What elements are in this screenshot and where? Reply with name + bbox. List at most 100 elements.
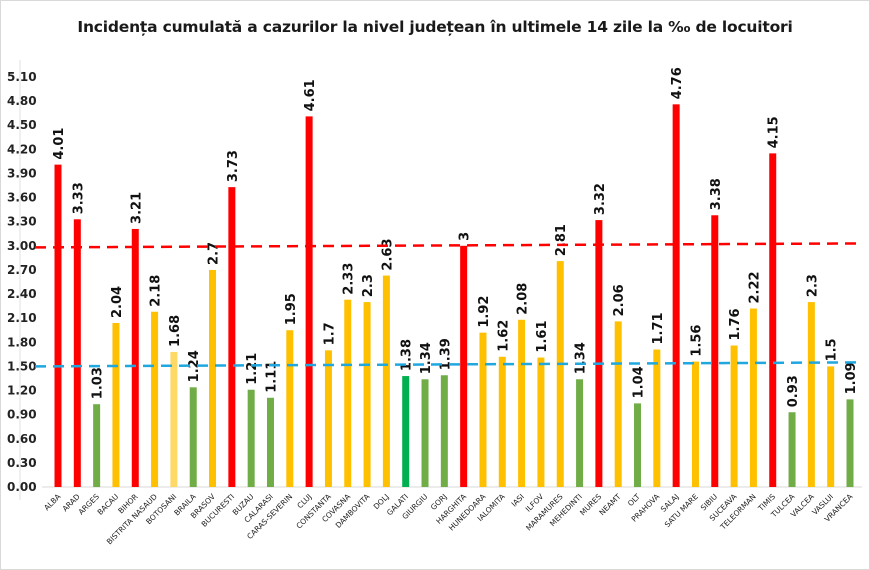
data-label: 1.92: [477, 296, 492, 328]
data-label: 4.61: [303, 79, 318, 111]
data-label: 2.33: [342, 263, 357, 295]
data-label: 1.34: [419, 342, 434, 374]
bar-prahova: [653, 349, 661, 487]
data-label: 2.18: [149, 275, 164, 307]
bar-vrancea: [846, 399, 854, 487]
bar-salaj: [672, 104, 680, 487]
bar-valcea: [807, 302, 815, 487]
data-label: 1.38: [400, 339, 415, 371]
data-label: 2.04: [110, 286, 125, 318]
data-label: 1.24: [187, 350, 202, 382]
data-label: 4.01: [52, 128, 67, 160]
bar-satu-mare: [691, 361, 699, 487]
y-tick-label: 0.90: [7, 408, 37, 422]
data-label: 2.63: [380, 238, 395, 270]
y-tick-label: 2.10: [7, 311, 37, 325]
bar-caras-severin: [286, 330, 294, 487]
bar-giurgiu: [421, 379, 429, 487]
data-label: 2.3: [361, 274, 376, 297]
bar-vaslui: [827, 366, 835, 487]
bar-iasi: [518, 319, 526, 487]
y-tick-label: 4.50: [7, 118, 37, 132]
data-label: 2.3: [805, 274, 820, 297]
bar-constanta: [324, 350, 332, 487]
data-label: 1.09: [844, 362, 859, 394]
data-label: 3.32: [593, 183, 608, 215]
y-tick-label: 3.30: [7, 215, 37, 229]
y-tick-label: 2.70: [7, 263, 37, 277]
y-tick-label: 0.60: [7, 432, 37, 446]
data-label: 4.15: [767, 116, 782, 148]
data-label: 1.71: [651, 312, 666, 344]
threshold-line-blue: [34, 361, 863, 368]
data-label: 0.93: [786, 375, 801, 407]
y-tick-label: 1.20: [7, 384, 37, 398]
bar-botosani: [170, 351, 178, 487]
bar-teleorman: [749, 308, 757, 487]
threshold-line-red: [34, 242, 863, 249]
bar-brasov: [209, 269, 217, 487]
bar-neamt: [614, 321, 622, 487]
bar-covasna: [344, 299, 352, 487]
data-label: 2.22: [747, 271, 762, 303]
bar-mures: [595, 220, 603, 488]
bar-olt: [634, 403, 642, 487]
bar-hunedoara: [479, 332, 487, 487]
y-tick-label: 3.60: [7, 191, 37, 205]
bar-alba: [54, 164, 62, 488]
data-label: 1.76: [728, 308, 743, 340]
data-label: 1.56: [689, 325, 704, 357]
data-label: 2.08: [516, 283, 531, 315]
y-tick-label: 4.80: [7, 94, 37, 108]
y-tick-label: 0.00: [7, 480, 37, 494]
data-label: 1.5: [825, 338, 840, 361]
y-tick-label: 3.00: [7, 239, 37, 253]
data-label: 3.33: [71, 182, 86, 214]
x-tick-label: OLT: [626, 492, 642, 508]
x-tick-label: NEAMT: [597, 492, 622, 517]
data-label: 1.95: [284, 293, 299, 325]
data-label: 3.38: [709, 178, 724, 210]
bar-buzau: [247, 389, 255, 487]
bar-harghita: [460, 245, 468, 487]
data-label: 4.76: [670, 67, 685, 99]
data-label: 3.21: [129, 192, 144, 224]
y-tick-label: 3.90: [7, 166, 37, 180]
y-tick-label: 5.10: [7, 70, 37, 84]
data-label: 1.21: [245, 353, 260, 385]
data-label: 1.11: [264, 361, 279, 393]
data-label: 2.06: [612, 284, 627, 316]
x-tick-label: IASI: [510, 492, 526, 508]
y-tick-label: 1.50: [7, 359, 37, 373]
bar-cluj: [305, 116, 313, 488]
data-label: 1.39: [438, 338, 453, 370]
bar-ilfov: [537, 357, 545, 487]
bar-galati: [402, 376, 410, 487]
data-label: 1.61: [535, 320, 550, 352]
bar-timis: [769, 153, 777, 487]
data-label: 1.62: [496, 320, 511, 352]
bar-calarasi: [266, 397, 274, 487]
data-label: 2.81: [554, 224, 569, 256]
bar-dolj: [382, 275, 390, 487]
bar-ialomita: [498, 356, 506, 487]
data-label: 1.03: [91, 367, 106, 399]
data-label: 1.04: [632, 366, 647, 398]
data-label: 1.68: [168, 315, 183, 347]
bar-bistrita-nasaud: [151, 311, 159, 487]
bar-sibiu: [711, 215, 719, 487]
bar-bucuresti: [228, 187, 236, 487]
data-label: 1.7: [322, 322, 337, 345]
bar-tulcea: [788, 412, 796, 487]
bar-gorj: [440, 375, 448, 487]
x-tick-label: BACAU: [96, 492, 121, 517]
bar-arad: [73, 219, 81, 487]
data-label: 3.73: [226, 150, 241, 182]
bar-bihor: [131, 228, 139, 488]
bar-mehedinti: [576, 379, 584, 487]
y-tick-label: 1.80: [7, 335, 37, 349]
bar-dambovita: [363, 302, 371, 487]
bar-suceava: [730, 345, 738, 487]
bar-arges: [93, 404, 101, 487]
